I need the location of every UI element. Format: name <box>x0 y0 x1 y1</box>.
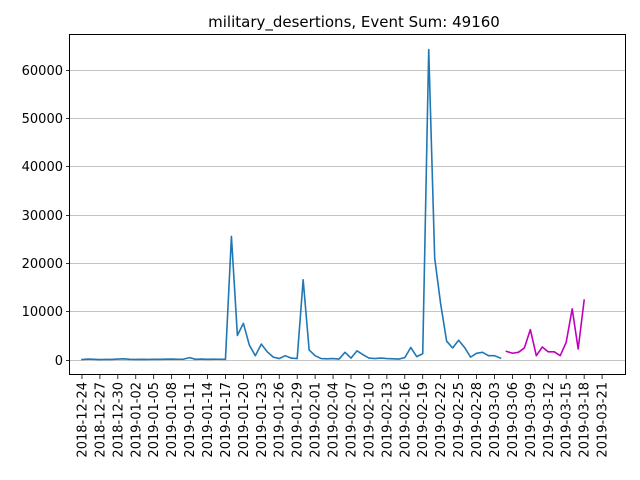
x-tick-label: 2019-02-01 <box>309 382 324 458</box>
y-tick-label: 40000 <box>22 160 63 175</box>
x-tick-label: 2019-03-06 <box>506 382 521 458</box>
x-tick-label: 2019-02-19 <box>416 382 431 458</box>
x-tick-label: 2019-01-08 <box>165 382 180 458</box>
y-tick-label: 60000 <box>22 64 63 79</box>
x-tick-label: 2019-01-17 <box>219 382 234 458</box>
series-layer <box>81 48 586 361</box>
x-tick-label: 2019-02-13 <box>380 382 395 458</box>
x-tick-label: 2019-01-11 <box>183 382 198 458</box>
x-tick-label: 2019-02-16 <box>398 382 413 458</box>
x-tick-label: 2019-01-26 <box>273 382 288 458</box>
y-tick-label: 0 <box>55 354 63 369</box>
x-tick-label: 2018-12-27 <box>93 382 108 458</box>
x-tick-label: 2019-03-09 <box>524 382 539 458</box>
x-tick-label: 2019-01-02 <box>129 382 144 458</box>
y-tick-label: 20000 <box>22 257 63 272</box>
x-tick-label: 2019-02-07 <box>344 382 359 458</box>
x-tick-label: 2019-01-29 <box>291 382 306 458</box>
x-tick-label: 2019-01-23 <box>255 382 270 458</box>
x-tick-label: 2019-01-20 <box>237 382 252 458</box>
x-tick-label: 2018-12-24 <box>75 382 90 458</box>
x-tick-label: 2019-03-03 <box>488 382 503 458</box>
gridlines <box>70 70 626 361</box>
x-tick-label: 2019-03-18 <box>578 382 593 458</box>
x-tick-label: 2019-01-14 <box>201 382 216 458</box>
series-line-2 <box>505 299 586 357</box>
y-tick-label: 30000 <box>22 209 63 224</box>
x-tick-label: 2019-02-28 <box>470 382 485 458</box>
x-tick-label: 2019-03-21 <box>596 382 611 458</box>
y-tick-label: 10000 <box>22 305 63 320</box>
y-axis: 0 10000 20000 30000 40000 50000 60000 <box>22 64 70 369</box>
series-line-1 <box>81 48 502 361</box>
x-tick-label: 2018-12-30 <box>111 382 126 458</box>
y-tick-label: 50000 <box>22 112 63 127</box>
x-tick-label: 2019-03-12 <box>542 382 557 458</box>
x-tick-label: 2019-02-04 <box>327 382 342 458</box>
x-tick-label: 2019-01-05 <box>147 382 162 458</box>
x-tick-label: 2019-02-22 <box>434 382 449 458</box>
chart-title: military_desertions, Event Sum: 49160 <box>208 13 500 32</box>
x-tick-label: 2019-03-15 <box>560 382 575 458</box>
x-axis: 2018-12-24 2018-12-27 2018-12-30 2019-01-02… <box>75 375 611 458</box>
plot-frame <box>69 34 626 375</box>
x-tick-label: 2019-02-10 <box>362 382 377 458</box>
x-tick-label: 2019-02-25 <box>452 382 467 458</box>
